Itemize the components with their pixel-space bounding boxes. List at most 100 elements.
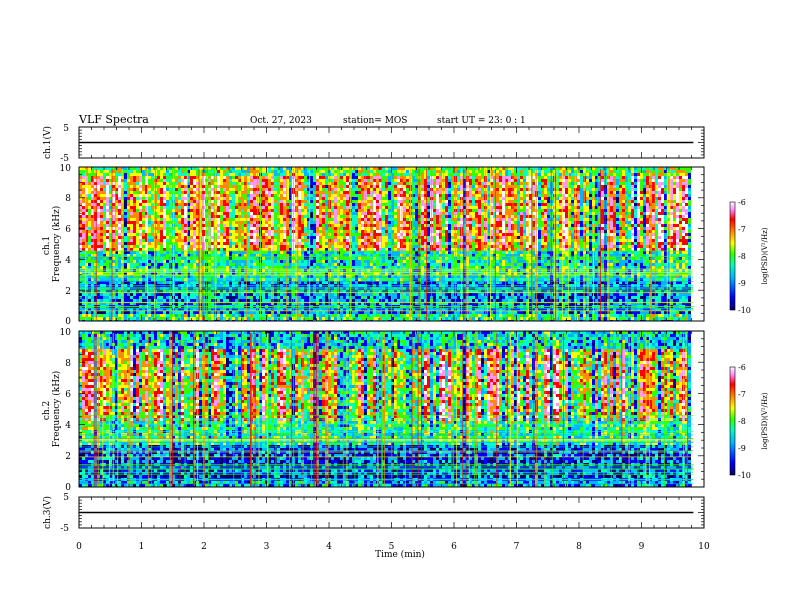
spec-cell (262, 194, 265, 197)
spec-cell (223, 209, 226, 212)
spec-cell (316, 224, 319, 227)
spec-cell (307, 308, 310, 311)
spec-cell (157, 173, 160, 176)
spec-cell (250, 233, 253, 236)
spec-cell (208, 302, 211, 305)
spec-cell (88, 194, 91, 197)
spec-cell (253, 290, 256, 293)
spec-cell (235, 260, 238, 263)
spec-cell (352, 185, 355, 188)
spec-cell (208, 254, 211, 257)
spec-cell (115, 302, 118, 305)
spec-cell (343, 215, 346, 218)
spec-cell (220, 215, 223, 218)
spec-cell (223, 311, 226, 314)
spec-cell (85, 185, 88, 188)
spec-cell (91, 278, 94, 281)
spec-cell (247, 197, 250, 200)
spec-cell (151, 176, 154, 179)
spec-cell (316, 242, 319, 245)
spec-cell (247, 218, 250, 221)
spec-cell (232, 206, 235, 209)
spec-cell (211, 203, 214, 206)
spec-cell (235, 311, 238, 314)
spec-cell (181, 173, 184, 176)
spec-cell (268, 263, 271, 266)
spec-cell (334, 251, 337, 254)
spec-cell (166, 176, 169, 179)
spec-cell (202, 242, 205, 245)
spec-cell (208, 266, 211, 269)
spec-cell (106, 224, 109, 227)
spec-cell (109, 317, 112, 320)
spec-cell (136, 197, 139, 200)
spec-cell (274, 266, 277, 269)
spec-cell (160, 293, 163, 296)
spec-cell (97, 260, 100, 263)
spec-cell (82, 188, 85, 191)
spec-cell (208, 215, 211, 218)
spec-cell (139, 317, 142, 320)
spec-cell (82, 266, 85, 269)
spec-cell (358, 200, 361, 203)
spec-cell (175, 179, 178, 182)
spec-cell (298, 167, 301, 170)
spec-cell (280, 254, 283, 257)
spec-cell (145, 206, 148, 209)
spec-cell (334, 197, 337, 200)
spec-cell (181, 266, 184, 269)
spec-cell (274, 167, 277, 170)
spec-cell (358, 224, 361, 227)
spec-cell (304, 299, 307, 302)
spec-cell (85, 248, 88, 251)
spec-cell (289, 212, 292, 215)
spec-cell (202, 227, 205, 230)
spec-cell (262, 203, 265, 206)
spec-cell (304, 224, 307, 227)
spec-cell (325, 278, 328, 281)
spec-cell (247, 281, 250, 284)
spec-cell (106, 242, 109, 245)
spec-cell (304, 317, 307, 320)
spec-cell (304, 239, 307, 242)
spec-cell (334, 233, 337, 236)
spec-cell (79, 215, 82, 218)
spec-cell (127, 170, 130, 173)
spec-cell (325, 302, 328, 305)
spec-cell (211, 239, 214, 242)
spec-cell (283, 290, 286, 293)
spec-cell (130, 218, 133, 221)
spec-cell (208, 170, 211, 173)
spec-cell (148, 242, 151, 245)
spec-cell (316, 272, 319, 275)
spec-cell (271, 248, 274, 251)
spec-cell (127, 179, 130, 182)
spec-cell (202, 251, 205, 254)
spec-cell (247, 227, 250, 230)
spec-cell (193, 218, 196, 221)
spec-cell (319, 263, 322, 266)
spec-cell (223, 281, 226, 284)
spec-cell (244, 167, 247, 170)
spec-cell (274, 257, 277, 260)
spec-cell (352, 170, 355, 173)
spec-cell (241, 254, 244, 257)
spec-cell (139, 191, 142, 194)
spec-cell (286, 176, 289, 179)
spec-cell (292, 167, 295, 170)
spec-cell (142, 167, 145, 170)
spec-cell (313, 221, 316, 224)
spec-cell (223, 242, 226, 245)
spec-cell (223, 176, 226, 179)
spec-cell (103, 179, 106, 182)
spec-cell (334, 227, 337, 230)
spec-cell (241, 299, 244, 302)
spec-cell (175, 290, 178, 293)
spec-cell (109, 233, 112, 236)
spec-cell (160, 272, 163, 275)
spec-cell (202, 299, 205, 302)
spec-cell (250, 272, 253, 275)
spec-cell (238, 248, 241, 251)
spec-cell (271, 281, 274, 284)
spec-cell (211, 251, 214, 254)
